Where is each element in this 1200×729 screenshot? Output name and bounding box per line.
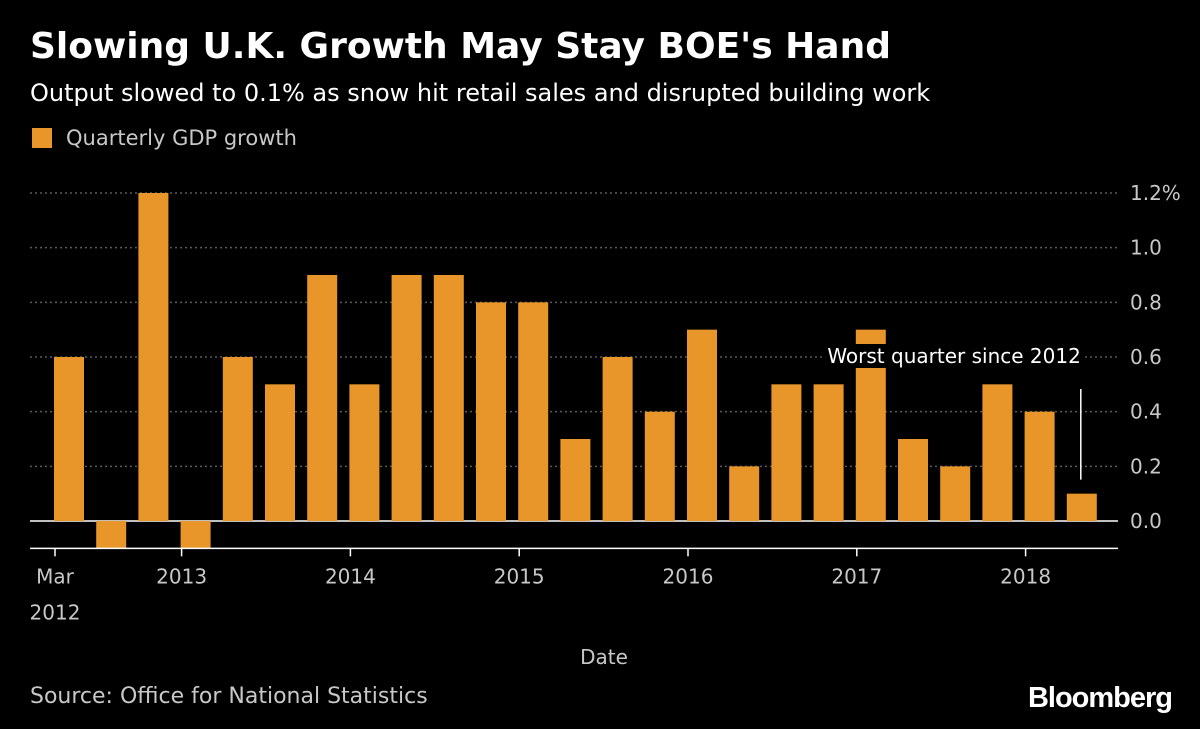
bar <box>433 275 464 521</box>
bar <box>771 384 802 521</box>
x-tick-label: 2015 <box>494 564 545 588</box>
bar <box>644 411 675 521</box>
chart-subtitle: Output slowed to 0.1% as snow hit retail… <box>30 79 931 107</box>
bar <box>1024 411 1055 521</box>
y-tick-label: 0.6 <box>1130 345 1162 369</box>
bar <box>687 329 717 521</box>
bar <box>602 357 633 521</box>
bar <box>729 466 760 521</box>
chart-title: Slowing U.K. Growth May Stay BOE's Hand <box>30 26 891 67</box>
y-tick-label: 1.2% <box>1130 181 1181 205</box>
bar <box>96 521 127 549</box>
bar <box>940 466 971 521</box>
x-tick-label: 2017 <box>831 564 882 588</box>
x-tick-label: Mar <box>36 564 75 588</box>
bar <box>391 275 422 521</box>
x-axis-title: Date <box>580 645 628 669</box>
x-tick-label: 2016 <box>663 564 714 588</box>
bar <box>349 384 380 521</box>
x-tick-label: 2018 <box>1000 564 1051 588</box>
annotation-halo <box>825 344 1083 368</box>
bar <box>180 521 211 549</box>
bar <box>476 302 506 521</box>
x-tick-label-year: 2012 <box>30 600 81 624</box>
bar <box>265 384 295 521</box>
legend-swatch <box>32 128 52 148</box>
bar <box>560 439 591 521</box>
bar <box>307 275 338 521</box>
y-tick-label: 0.2 <box>1130 454 1162 478</box>
x-tick-label: 2014 <box>325 564 376 588</box>
bar <box>518 302 549 521</box>
bar <box>222 357 253 521</box>
bar <box>898 439 928 521</box>
y-tick-label: 0.8 <box>1130 290 1162 314</box>
y-tick-label: 1.0 <box>1130 236 1162 260</box>
x-tick-label: 2013 <box>156 564 207 588</box>
source-note: Source: Office for National Statistics <box>30 684 428 709</box>
y-tick-label: 0.4 <box>1130 400 1162 424</box>
bar <box>982 384 1013 521</box>
bar <box>54 357 84 521</box>
y-tick-label: 0.0 <box>1130 509 1162 533</box>
legend-label: Quarterly GDP growth <box>66 126 297 150</box>
chart-legend: Quarterly GDP growth <box>32 126 297 150</box>
bar <box>138 193 169 521</box>
bar <box>813 384 844 521</box>
annotation-label: Worst quarter since 2012 <box>827 344 1080 368</box>
bloomberg-logo: Bloomberg <box>1027 682 1173 714</box>
bar <box>1066 493 1097 521</box>
